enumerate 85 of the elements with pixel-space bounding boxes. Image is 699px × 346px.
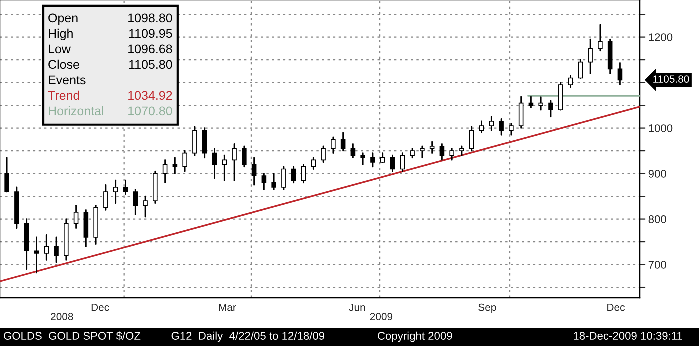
candlestick xyxy=(460,146,464,156)
candlestick xyxy=(538,96,544,111)
candlestick xyxy=(499,118,504,136)
candlestick xyxy=(242,146,247,168)
candlestick xyxy=(74,204,79,230)
y-tick-label: 900 xyxy=(648,170,666,178)
candlestick xyxy=(113,180,118,204)
annotation: Close xyxy=(48,60,80,70)
candlestick xyxy=(252,157,257,186)
candlestick xyxy=(528,96,534,109)
candlestick xyxy=(509,123,514,136)
candlestick xyxy=(479,120,484,134)
candlestick xyxy=(360,152,366,166)
candlestick xyxy=(618,62,623,86)
text: Copyright 2009 xyxy=(378,332,452,342)
candlestick xyxy=(4,157,10,193)
y-tick-label: 1200 xyxy=(649,34,673,42)
candlestick xyxy=(182,150,188,172)
candlestick xyxy=(450,148,454,161)
candlestick xyxy=(172,157,178,174)
candlestick xyxy=(518,96,524,129)
x-tick-label: Sep xyxy=(478,304,496,314)
candlestick xyxy=(370,152,376,168)
annotation: 1109.95 xyxy=(129,29,172,38)
x-tick-label: Mar xyxy=(219,304,236,312)
annotation: 1034.92 xyxy=(128,91,172,100)
candlestick xyxy=(104,184,108,211)
candlestick xyxy=(598,24,603,52)
candlestick xyxy=(162,159,168,184)
x-tick-label: Jun xyxy=(349,304,366,312)
candlestick xyxy=(390,154,396,172)
candlestick xyxy=(400,152,406,172)
candlestick xyxy=(123,180,128,195)
annotation: High xyxy=(49,28,73,41)
y-tick-label: 700 xyxy=(648,261,666,269)
annotation: 1070.80 xyxy=(128,106,172,116)
candlestick xyxy=(192,126,198,156)
candlestick xyxy=(350,144,356,159)
candlestick xyxy=(262,173,267,190)
candlestick xyxy=(440,144,445,161)
candlestick xyxy=(321,146,326,164)
candlestick xyxy=(232,144,237,182)
annotation: 1105.80 xyxy=(129,60,172,70)
annotation: Trend xyxy=(48,90,80,100)
candlestick xyxy=(568,75,574,88)
candlestick xyxy=(301,164,306,184)
annotation: Open xyxy=(48,14,78,26)
candlestick xyxy=(272,173,276,190)
candlestick xyxy=(430,141,435,154)
candlestick xyxy=(34,236,40,274)
candlestick xyxy=(469,126,474,152)
x2-tick-label: 2008 xyxy=(51,313,74,320)
annotation: Events xyxy=(49,76,86,85)
candlestick xyxy=(340,132,346,152)
annotation: Horizontal xyxy=(49,106,104,116)
candlestick xyxy=(44,234,50,261)
y-tick-label: 800 xyxy=(648,216,666,224)
candlestick xyxy=(212,148,218,180)
candlestick xyxy=(202,128,208,159)
candlestick xyxy=(380,152,386,164)
candlestick xyxy=(420,146,425,159)
text: G12 Daily 4/22/05 to 12/18/09 xyxy=(172,332,325,342)
candlestick xyxy=(222,154,228,182)
x-tick-label: Dec xyxy=(92,304,110,312)
candlestick xyxy=(133,189,138,216)
candlestick xyxy=(291,166,296,184)
candlestick xyxy=(489,116,494,132)
text: GOLDS GOLD SPOT $/OZ xyxy=(4,332,141,341)
annotation: 1098.80 xyxy=(128,14,172,23)
candlestick xyxy=(311,157,316,170)
text: 1105.80 xyxy=(654,76,690,83)
x2-tick-label: 2009 xyxy=(370,313,393,320)
x-tick-label: Dec xyxy=(608,304,625,312)
candlestick xyxy=(143,196,148,218)
annotation: Low xyxy=(49,44,71,54)
candlestick xyxy=(548,100,554,118)
text: 18-Dec-2009 10:39:11 xyxy=(574,332,682,340)
candlestick xyxy=(282,166,286,190)
candlestick xyxy=(410,148,415,159)
candlestick xyxy=(578,59,584,79)
annotation: 1096.68 xyxy=(128,44,172,54)
candlestick xyxy=(54,236,59,264)
y-tick-label: 1000 xyxy=(649,124,673,132)
candlestick xyxy=(331,136,336,154)
candlestick xyxy=(588,38,593,74)
